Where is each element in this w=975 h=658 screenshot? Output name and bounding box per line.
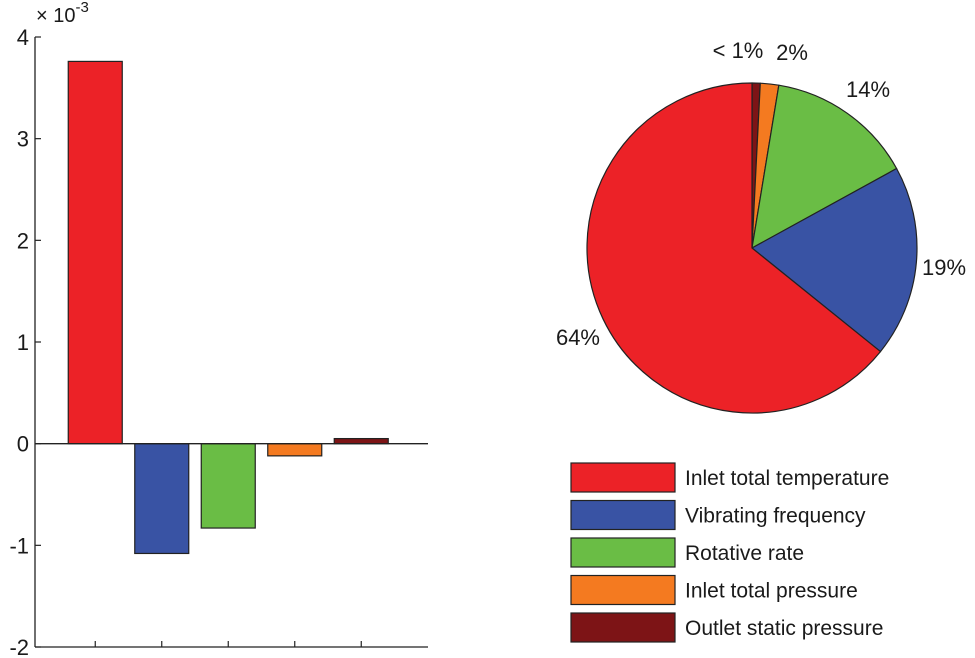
pie-slice-label-2: 2% bbox=[776, 40, 808, 65]
legend-swatch-3 bbox=[570, 537, 676, 568]
y-tick-label: 1 bbox=[17, 330, 29, 355]
pie-slices bbox=[586, 82, 918, 414]
bar-4 bbox=[267, 443, 323, 457]
legend-label-3: Rotative rate bbox=[685, 542, 804, 565]
exponent-base: × 10 bbox=[36, 5, 75, 27]
bar-2 bbox=[134, 443, 190, 555]
pie-slice-5 bbox=[586, 82, 882, 414]
y-tick-label: 4 bbox=[17, 25, 29, 50]
pie-slice-4 bbox=[751, 167, 918, 353]
legend-swatch-5 bbox=[570, 612, 676, 643]
pie-slice-label-4: 19% bbox=[922, 255, 966, 280]
legend-swatch-4 bbox=[570, 574, 676, 606]
bar-5 bbox=[333, 437, 389, 445]
legend-label-1: Inlet total temperature bbox=[685, 467, 889, 490]
bar-ticks: -2 -1 0 1 2 3 4 bbox=[9, 25, 362, 658]
legend-swatch-1 bbox=[570, 462, 676, 493]
legend-label-4: Inlet total pressure bbox=[685, 580, 858, 603]
bar-1 bbox=[67, 60, 123, 445]
y-tick-label: 3 bbox=[17, 127, 29, 152]
y-tick-label: -2 bbox=[9, 635, 29, 658]
pie-slice-label-1: < 1% bbox=[713, 38, 764, 63]
bar-chart: -2 -1 0 1 2 3 4 × 10-3 bbox=[9, 0, 428, 658]
pie-labels: < 1% 2% 14% 19% 64% bbox=[556, 38, 966, 350]
exponent-power: -3 bbox=[75, 0, 88, 16]
y-tick-label: -1 bbox=[9, 533, 29, 558]
bars bbox=[67, 60, 389, 555]
pie-slice-label-3: 14% bbox=[846, 77, 890, 102]
pie-slice-3 bbox=[751, 84, 898, 249]
pie-chart: < 1% 2% 14% 19% 64% bbox=[556, 38, 966, 414]
bar-3 bbox=[200, 443, 256, 529]
legend-label-5: Outlet static pressure bbox=[685, 617, 883, 640]
legend-swatch-2 bbox=[570, 499, 676, 531]
pie-slice-label-5: 64% bbox=[556, 325, 600, 350]
y-tick-label: 0 bbox=[17, 432, 29, 457]
exponent-label: × 10-3 bbox=[36, 0, 89, 27]
y-tick-label: 2 bbox=[17, 228, 29, 253]
legend-label-2: Vibrating frequency bbox=[685, 505, 866, 528]
legend: Inlet total temperature Vibrating frequen… bbox=[570, 462, 889, 643]
